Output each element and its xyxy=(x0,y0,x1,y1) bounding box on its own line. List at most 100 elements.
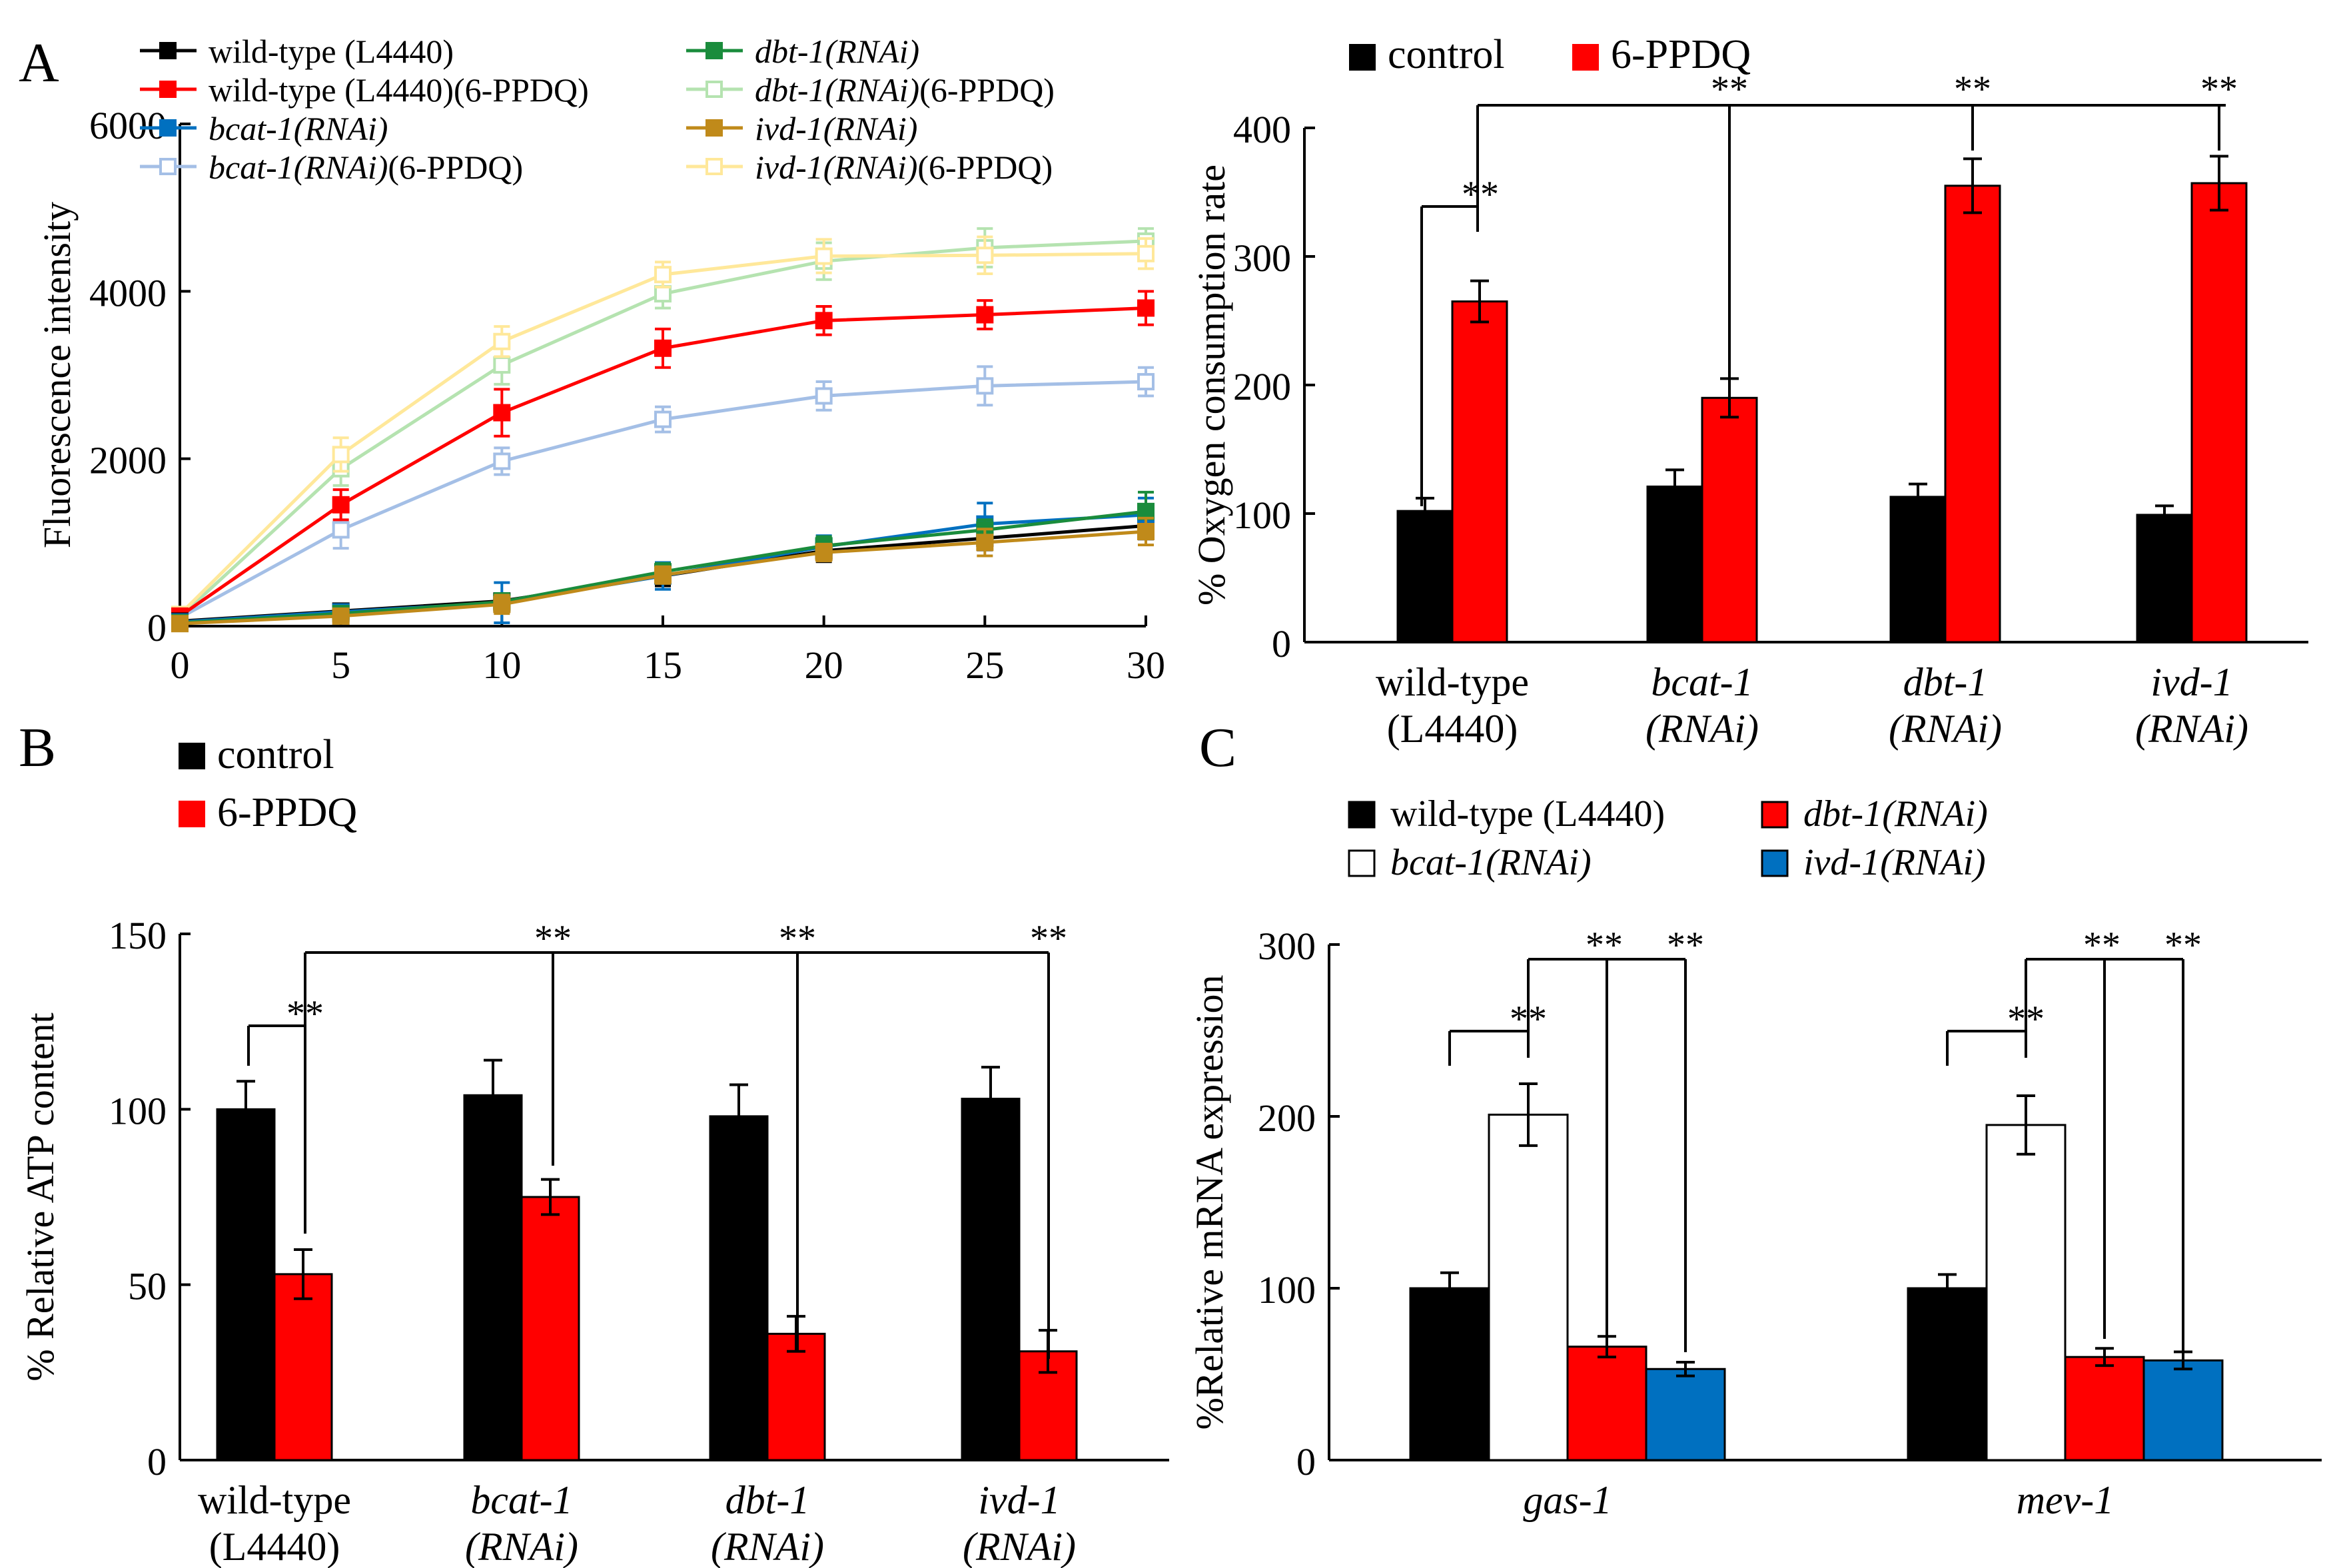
mrna-bar xyxy=(1488,1113,1569,1461)
o2-bar xyxy=(1944,185,2001,643)
mrna-error-bar xyxy=(1519,1082,1538,1147)
a-legend-label: ivd-1(RNAi)(6-PPDQ) xyxy=(755,149,1053,186)
atp-sig-label: ** xyxy=(534,918,572,959)
atp-bar xyxy=(463,1094,523,1461)
o2-sig-label: ** xyxy=(1954,69,1991,110)
a-data-point xyxy=(976,246,994,264)
a-x-tick-label: 10 xyxy=(482,643,521,687)
a-data-point xyxy=(976,534,994,552)
o2-legend-label: 6-PPDQ xyxy=(1611,32,1751,77)
a-legend-label-part: wild-type (L4440) xyxy=(209,33,454,70)
atp-y-tick-label: 50 xyxy=(128,1265,167,1308)
a-legend-label-part: dbt-1(RNAi) xyxy=(755,33,919,70)
o2-bar xyxy=(2190,182,2248,643)
a-legend-label: bcat-1(RNAi) xyxy=(209,110,388,147)
a-data-point xyxy=(1137,373,1155,391)
mrna-error-bar xyxy=(1676,1360,1695,1377)
mrna-legend-label-part: dbt-1(RNAi) xyxy=(1803,793,1988,835)
atp-sig-label: ** xyxy=(779,918,816,959)
o2-sig-label: ** xyxy=(2200,69,2238,110)
mrna-legend-label-part: ivd-1(RNAi) xyxy=(1803,842,1986,883)
mrna-error-bar xyxy=(2017,1094,2035,1156)
a-legend-marker xyxy=(159,119,177,137)
a-x-tick-label: 20 xyxy=(805,643,843,687)
a-y-axis-title: Fluorescence intensity xyxy=(35,202,79,548)
atp-y-tick-label: 0 xyxy=(147,1440,167,1483)
a-data-point xyxy=(171,615,189,633)
mrna-y-tick-label: 200 xyxy=(1258,1096,1316,1140)
o2-x-label: (RNAi) xyxy=(2135,707,2248,751)
a-legend-label-part: (6-PPDQ) xyxy=(919,71,1055,109)
o2-sig-label: ** xyxy=(1711,69,1748,110)
a-legend-marker xyxy=(705,119,723,137)
atp-legend-swatch xyxy=(179,801,205,827)
o2-bar xyxy=(1889,496,1947,643)
atp-x-label: bcat-1 xyxy=(470,1478,572,1522)
a-x-tick-label: 15 xyxy=(644,643,682,687)
atp-y-axis-title: % Relative ATP content xyxy=(19,1012,62,1381)
o2-y-tick-label: 400 xyxy=(1233,108,1291,151)
a-data-point xyxy=(493,595,511,613)
a-x-tick-label: 25 xyxy=(965,643,1004,687)
a-data-point xyxy=(332,496,350,514)
mrna-error-bar xyxy=(1938,1273,1957,1304)
atp-x-label: ivd-1 xyxy=(978,1478,1060,1522)
o2-bar xyxy=(1451,300,1508,643)
atp-x-label: wild-type xyxy=(198,1478,351,1522)
mrna-bar xyxy=(1645,1368,1726,1461)
mrna-legend-swatch xyxy=(1348,849,1376,877)
mrna-sig-label: ** xyxy=(1586,925,1623,966)
atp-error-bar xyxy=(236,1080,255,1139)
a-data-point xyxy=(1137,522,1155,540)
a-legend-label-part: ivd-1(RNAi) xyxy=(755,110,917,147)
atp-x-label: (L4440) xyxy=(209,1525,340,1568)
o2-bar xyxy=(1396,510,1454,643)
mrna-bar xyxy=(1409,1287,1490,1461)
o2-error-bar xyxy=(1416,496,1434,526)
o2-x-label: (L4440) xyxy=(1387,707,1518,751)
atp-bar xyxy=(961,1098,1021,1461)
a-data-point xyxy=(1137,502,1155,520)
o2-y-tick-label: 200 xyxy=(1233,365,1291,408)
atp-y-tick-label: 100 xyxy=(109,1089,167,1132)
o2-y-tick-label: 300 xyxy=(1233,236,1291,280)
atp-y-tick-label: 150 xyxy=(109,914,167,957)
a-legend-marker xyxy=(705,158,723,175)
mrna-x-label: gas-1 xyxy=(1523,1478,1612,1522)
mrna-legend-label: ivd-1(RNAi) xyxy=(1803,842,1986,883)
atp-legend-swatch xyxy=(179,743,205,769)
panel-label-b: B xyxy=(19,717,56,779)
o2-y-tick-label: 0 xyxy=(1272,622,1291,665)
a-data-point xyxy=(654,339,672,357)
a-data-point xyxy=(493,332,511,350)
mrna-y-tick-label: 100 xyxy=(1258,1268,1316,1312)
o2-error-bar xyxy=(2155,504,2174,526)
atp-bar xyxy=(766,1332,826,1461)
o2-y-tick-label: 100 xyxy=(1233,494,1291,537)
atp-x-label: (RNAi) xyxy=(963,1525,1076,1568)
a-data-point xyxy=(815,544,833,562)
mrna-error-bar xyxy=(1440,1271,1459,1306)
o2-x-label: ivd-1 xyxy=(2150,660,2232,704)
mrna-legend-label-part: wild-type (L4440) xyxy=(1390,793,1665,835)
a-data-point xyxy=(1137,244,1155,262)
o2-x-label: (RNAi) xyxy=(1645,707,1759,751)
mrna-legend-swatch xyxy=(1761,849,1789,877)
mrna-y-axis-title: %Relative mRNA expression xyxy=(1188,975,1231,1429)
mrna-bar xyxy=(1907,1287,1988,1461)
mrna-legend-swatch xyxy=(1348,801,1376,829)
a-legend-label-part: (6-PPDQ) xyxy=(388,149,523,186)
o2-legend-swatch xyxy=(1349,44,1376,71)
o2-bar xyxy=(1701,396,1758,643)
a-legend-label-part: (6-PPDQ) xyxy=(917,149,1053,186)
atp-bar xyxy=(273,1273,333,1461)
a-data-point xyxy=(815,247,833,265)
o2-x-label: dbt-1 xyxy=(1903,660,1988,704)
a-y-tick-label: 6000 xyxy=(89,104,167,147)
atp-legend-label: 6-PPDQ xyxy=(217,790,357,835)
mrna-error-bar xyxy=(2095,1347,2114,1368)
mrna-legend-swatch xyxy=(1761,801,1789,829)
panel-label-c: C xyxy=(1199,717,1236,779)
mrna-bar xyxy=(1985,1124,2067,1461)
mrna-sig-label: ** xyxy=(2083,925,2120,966)
